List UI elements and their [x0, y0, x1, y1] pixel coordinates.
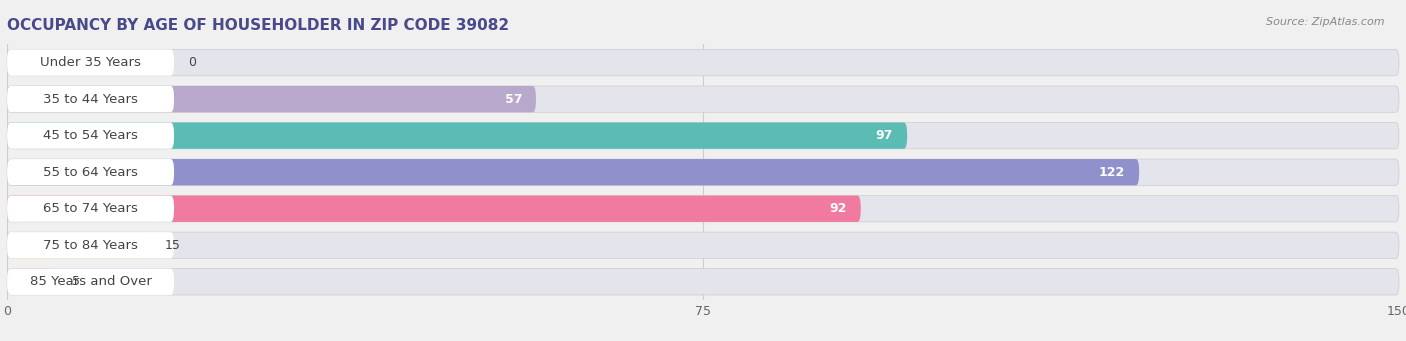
FancyBboxPatch shape	[7, 269, 1399, 295]
Text: 75 to 84 Years: 75 to 84 Years	[44, 239, 138, 252]
FancyBboxPatch shape	[7, 49, 174, 76]
Text: 0: 0	[188, 56, 195, 69]
FancyBboxPatch shape	[7, 122, 1399, 149]
Text: OCCUPANCY BY AGE OF HOUSEHOLDER IN ZIP CODE 39082: OCCUPANCY BY AGE OF HOUSEHOLDER IN ZIP C…	[7, 18, 509, 33]
FancyBboxPatch shape	[7, 196, 860, 222]
Text: 57: 57	[505, 93, 522, 106]
Text: 55 to 64 Years: 55 to 64 Years	[44, 166, 138, 179]
Text: 122: 122	[1099, 166, 1125, 179]
FancyBboxPatch shape	[7, 232, 174, 258]
FancyBboxPatch shape	[7, 122, 907, 149]
Text: 45 to 54 Years: 45 to 54 Years	[44, 129, 138, 142]
FancyBboxPatch shape	[7, 232, 146, 258]
FancyBboxPatch shape	[7, 86, 1399, 112]
FancyBboxPatch shape	[7, 232, 1399, 258]
FancyBboxPatch shape	[7, 269, 174, 295]
FancyBboxPatch shape	[7, 159, 1139, 186]
Text: 5: 5	[72, 275, 80, 288]
FancyBboxPatch shape	[7, 86, 174, 112]
Text: Source: ZipAtlas.com: Source: ZipAtlas.com	[1267, 17, 1385, 27]
Text: 15: 15	[165, 239, 180, 252]
FancyBboxPatch shape	[7, 49, 1399, 76]
Text: 35 to 44 Years: 35 to 44 Years	[44, 93, 138, 106]
Text: 65 to 74 Years: 65 to 74 Years	[44, 202, 138, 215]
FancyBboxPatch shape	[7, 86, 536, 112]
Text: Under 35 Years: Under 35 Years	[41, 56, 141, 69]
FancyBboxPatch shape	[7, 269, 53, 295]
FancyBboxPatch shape	[7, 159, 1399, 186]
FancyBboxPatch shape	[7, 196, 174, 222]
FancyBboxPatch shape	[7, 159, 174, 186]
FancyBboxPatch shape	[7, 196, 1399, 222]
Text: 97: 97	[876, 129, 893, 142]
Text: 92: 92	[830, 202, 846, 215]
FancyBboxPatch shape	[7, 122, 174, 149]
Text: 85 Years and Over: 85 Years and Over	[30, 275, 152, 288]
